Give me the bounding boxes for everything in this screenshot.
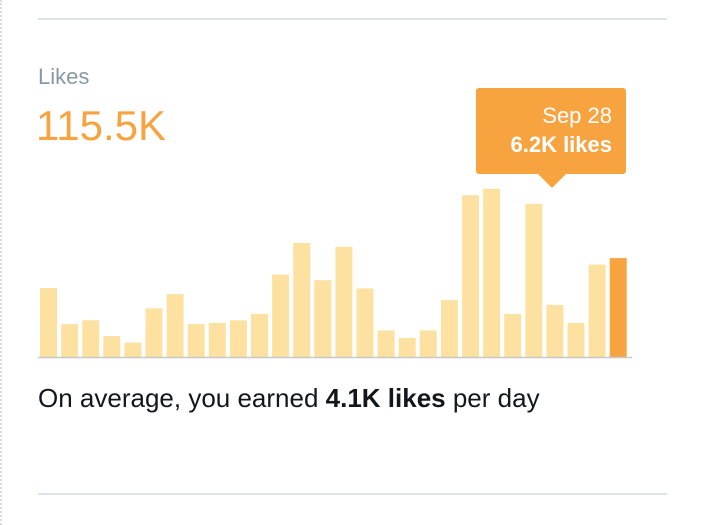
bar[interactable] [82,320,100,357]
bar[interactable] [208,322,226,357]
tooltip-arrow [538,174,566,188]
bar[interactable] [525,203,543,357]
bar[interactable] [588,264,606,357]
bar[interactable] [145,308,163,357]
bar[interactable] [356,288,374,357]
left-dotted-border [0,0,2,525]
bar[interactable] [293,243,311,357]
chart-tooltip: Sep 28 6.2K likes [476,88,626,174]
bar[interactable] [314,280,332,357]
tooltip-date: Sep 28 [542,103,612,128]
bar[interactable] [398,338,416,357]
summary-highlight: 4.1K likes [325,383,446,413]
bar[interactable] [103,336,121,357]
bar[interactable] [187,324,205,357]
bar[interactable] [124,342,142,357]
bar[interactable] [546,304,564,357]
bar[interactable] [251,314,268,357]
bar[interactable] [504,314,522,357]
summary-suffix: per day [445,383,540,413]
metric-value: 115.5K [36,102,166,149]
bar[interactable] [335,246,353,357]
bar[interactable] [272,274,290,357]
bar[interactable] [166,294,184,357]
bar[interactable] [377,330,395,357]
bar[interactable] [40,288,57,357]
bar[interactable] [440,300,458,357]
bar[interactable] [567,322,585,357]
bar[interactable] [229,320,247,357]
bar-today[interactable] [609,258,627,357]
metric-label: Likes [38,64,90,89]
top-divider [38,18,667,20]
bar[interactable] [462,195,479,357]
summary-prefix: On average, you earned [38,383,326,413]
bar[interactable] [483,188,501,357]
bar[interactable] [419,330,437,357]
bottom-divider [38,493,667,495]
tooltip-value: 6.2K likes [510,132,612,157]
average-summary: On average, you earned 4.1K likes per da… [38,378,638,418]
bar[interactable] [61,324,79,357]
